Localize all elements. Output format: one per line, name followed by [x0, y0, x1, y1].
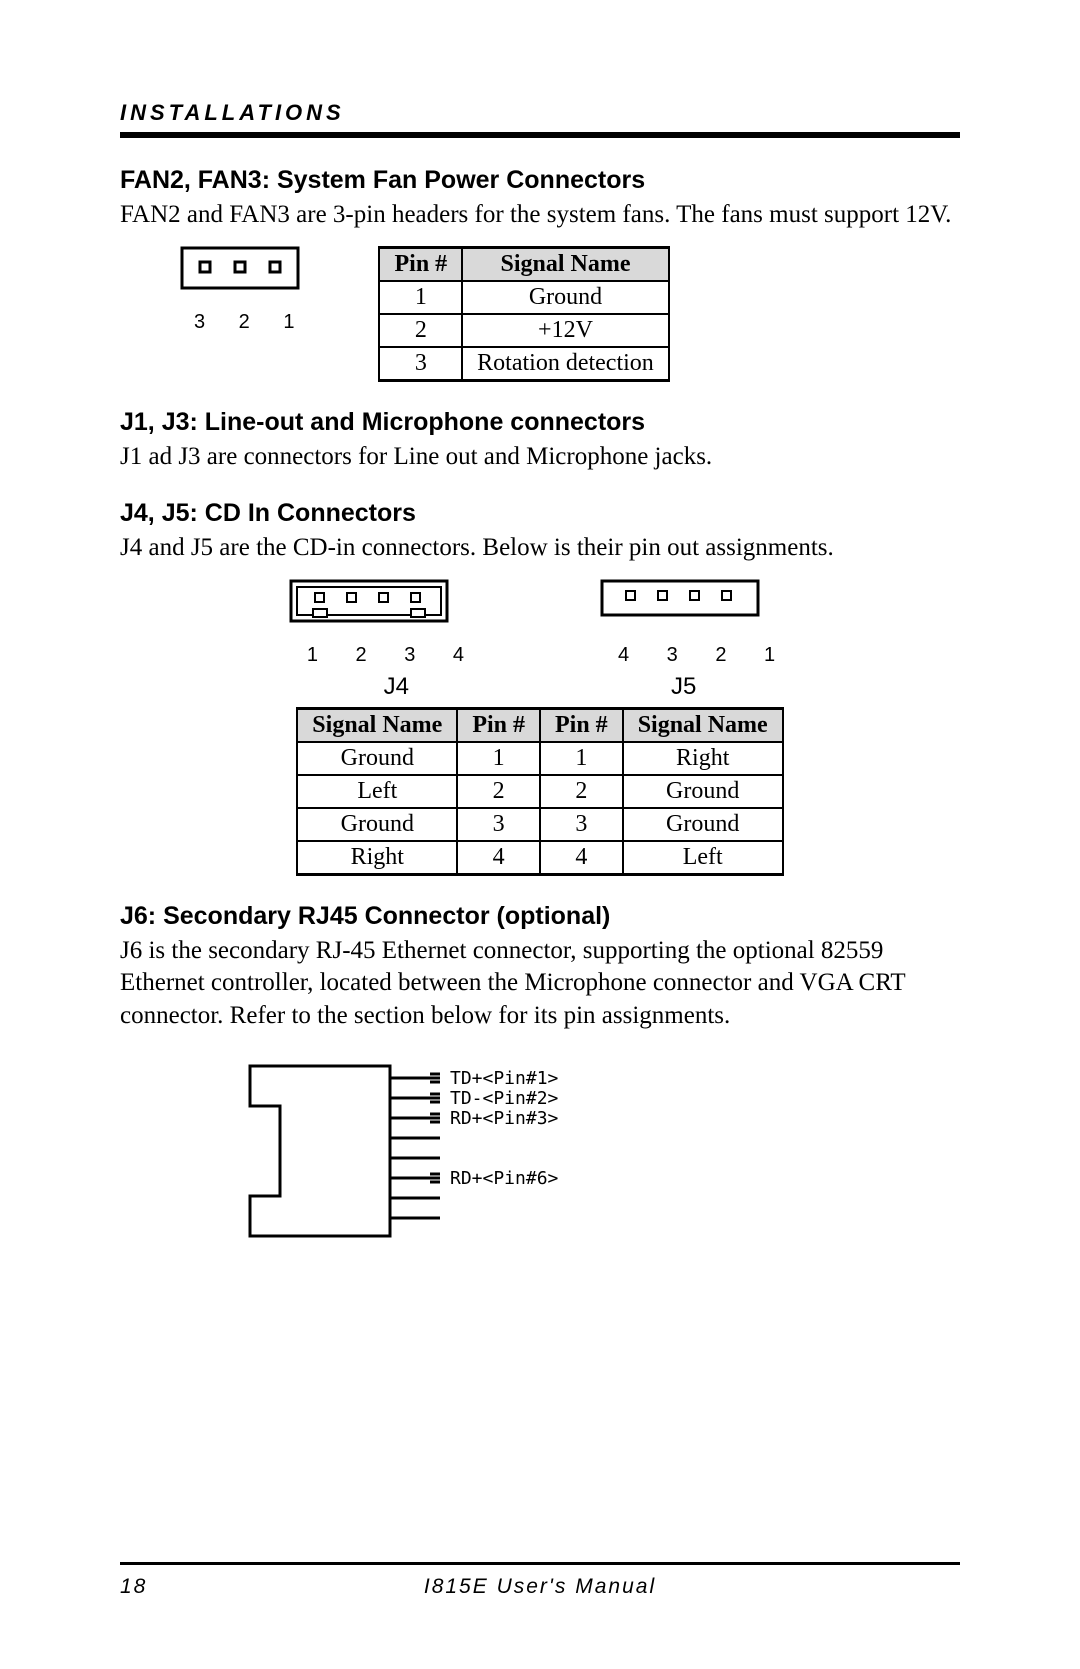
j6-section: J6: Secondary RJ45 Connector (optional) …: [120, 902, 960, 1262]
j4-label: J4: [384, 673, 409, 701]
table-row: Ground 1 1 Right: [297, 742, 782, 775]
rj45-pin6-label: RD+<Pin#6>: [450, 1168, 559, 1189]
table-row: 2 +12V: [379, 314, 668, 347]
manual-title: I815E User's Manual: [320, 1575, 760, 1599]
fan-connector-diagram: 3 2 1: [180, 246, 308, 334]
table-row: Ground 3 3 Ground: [297, 808, 782, 841]
table-row: Left 2 2 Ground: [297, 775, 782, 808]
cd-labels-row: J4 J5: [120, 673, 960, 701]
header-rule: [120, 132, 960, 138]
section-header: INSTALLATIONS: [120, 100, 960, 126]
fan-heading: FAN2, FAN3: System Fan Power Connectors: [120, 166, 960, 195]
table-row: 1 Ground: [379, 281, 668, 314]
cd-th-3: Signal Name: [623, 708, 783, 742]
fan-section: FAN2, FAN3: System Fan Power Connectors …: [120, 166, 960, 382]
j6-body: J6 is the secondary RJ-45 Ethernet conne…: [120, 935, 960, 1033]
j5-connector-diagram: 4 3 2 1: [600, 579, 791, 667]
page-number: 18: [120, 1575, 320, 1599]
fan-row: 3 2 1 Pin # Signal Name 1 Ground 2 +12V …: [180, 246, 960, 382]
page-footer: 18 I815E User's Manual: [120, 1562, 960, 1599]
rj45-pin2-label: TD-<Pin#2>: [450, 1088, 559, 1109]
j4j5-body: J4 and J5 are the CD-in connectors. Belo…: [120, 532, 960, 565]
j5-pin-numbers: 4 3 2 1: [618, 644, 791, 667]
j4-connector-diagram: 1 2 3 4: [289, 579, 480, 667]
j1j3-section: J1, J3: Line-out and Microphone connecto…: [120, 408, 960, 474]
cd-diagrams: 1 2 3 4 4 3 2 1: [120, 579, 960, 667]
fan-table: Pin # Signal Name 1 Ground 2 +12V 3 Rota…: [378, 246, 669, 382]
j4j5-heading: J4, J5: CD In Connectors: [120, 499, 960, 528]
fan-th-pin: Pin #: [379, 247, 462, 281]
fan-pin-numbers: 3 2 1: [194, 311, 308, 334]
j1j3-heading: J1, J3: Line-out and Microphone connecto…: [120, 408, 960, 437]
footer-rule: [120, 1562, 960, 1565]
cd-th-2: Pin #: [540, 708, 623, 742]
fan-th-signal: Signal Name: [462, 247, 669, 281]
cd-th-0: Signal Name: [297, 708, 457, 742]
j5-label: J5: [671, 673, 696, 701]
rj45-pin1-label: TD+<Pin#1>: [450, 1068, 559, 1089]
rj45-pin3-label: RD+<Pin#3>: [450, 1108, 559, 1129]
j1j3-body: J1 ad J3 are connectors for Line out and…: [120, 441, 960, 474]
cd-table: Signal Name Pin # Pin # Signal Name Grou…: [296, 707, 783, 876]
fan-body: FAN2 and FAN3 are 3-pin headers for the …: [120, 199, 960, 232]
table-row: Right 4 4 Left: [297, 841, 782, 875]
cd-th-1: Pin #: [457, 708, 540, 742]
j4-pin-numbers: 1 2 3 4: [307, 644, 480, 667]
rj45-diagram: TD+<Pin#1> TD-<Pin#2> RD+<Pin#3> RD+<Pin…: [240, 1046, 960, 1261]
table-row: 3 Rotation detection: [379, 347, 668, 381]
j6-heading: J6: Secondary RJ45 Connector (optional): [120, 902, 960, 931]
j4j5-section: J4, J5: CD In Connectors J4 and J5 are t…: [120, 499, 960, 876]
page: INSTALLATIONS FAN2, FAN3: System Fan Pow…: [0, 0, 1080, 1669]
